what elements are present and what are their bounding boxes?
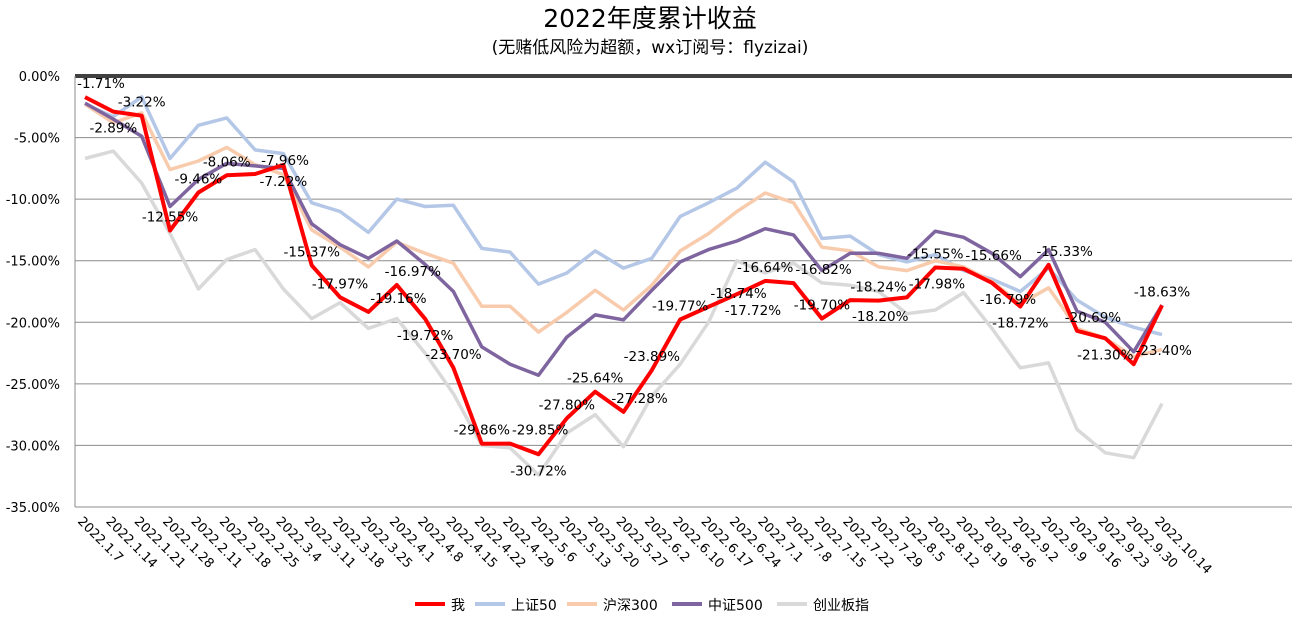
data-label: -17.98% <box>909 276 966 292</box>
data-label: -27.80% <box>539 397 596 413</box>
data-label: -9.46% <box>174 171 222 187</box>
data-label: -15.33% <box>1036 244 1093 260</box>
data-label: -19.72% <box>397 328 454 344</box>
data-label: -23.70% <box>425 347 482 363</box>
legend-label: 创业板指 <box>813 598 869 614</box>
data-label: -2.89% <box>89 121 137 137</box>
data-label: -19.16% <box>370 291 427 307</box>
chart-title: 2022年度累计收益 <box>543 4 757 33</box>
data-label: -15.37% <box>284 244 341 260</box>
data-label: -29.86% <box>454 423 511 439</box>
data-label: -18.63% <box>1134 284 1191 300</box>
data-label: -25.64% <box>567 371 624 387</box>
data-label: -23.40% <box>1135 343 1192 359</box>
y-tick-label: 0.00% <box>19 70 60 85</box>
data-label: -7.96% <box>261 153 309 169</box>
data-label: -16.64% <box>737 260 794 276</box>
data-label: -8.06% <box>203 154 251 170</box>
y-tick-label: -20.00% <box>6 316 60 331</box>
data-label: -12.55% <box>142 210 199 226</box>
series-line-4 <box>84 95 1164 457</box>
data-label: -7.22% <box>260 174 308 190</box>
y-axis-ticks: 0.00% -5.00% -10.00% -15.00% -20.00% -25.00% -… <box>6 70 60 516</box>
data-label: -1.71% <box>77 76 125 92</box>
y-tick-label: -35.00% <box>6 501 60 516</box>
data-label: -23.89% <box>624 349 681 365</box>
series-line-2 <box>84 149 1164 477</box>
y-tick-label: -25.00% <box>6 378 60 393</box>
data-label: -15.66% <box>965 248 1022 264</box>
data-label: -16.97% <box>385 264 442 280</box>
legend-label: 上证50 <box>511 598 557 614</box>
data-label: -3.22% <box>118 95 166 111</box>
data-label: -18.74% <box>710 286 767 302</box>
chart-subtitle: (无赌低风险为超额，wx订阅号：flyzizai) <box>492 38 809 58</box>
gridlines <box>74 74 1292 508</box>
data-label: -18.20% <box>852 309 909 325</box>
data-label: -18.72% <box>992 316 1049 332</box>
data-label: -30.72% <box>510 463 567 479</box>
legend-label: 沪深300 <box>603 598 658 614</box>
data-label: -18.24% <box>850 280 907 296</box>
series-lines <box>84 95 1164 477</box>
legend-label: 我 <box>451 598 465 614</box>
data-label: -17.97% <box>312 276 369 292</box>
series-line-3 <box>84 101 1164 377</box>
data-labels: -1.71% -2.89% -3.22% -12.55% -9.46%-8.06% -7.… <box>77 76 1192 479</box>
y-tick-label: -15.00% <box>6 255 60 270</box>
legend-label: 中证500 <box>708 598 763 614</box>
data-label: -20.69% <box>1065 310 1122 326</box>
x-axis-ticks: 2022.1.72022.1.142022.1.212022.1.282022.… <box>74 514 1214 577</box>
y-tick-label: -10.00% <box>6 193 60 208</box>
data-label: -21.30% <box>1077 347 1134 363</box>
data-label: -19.70% <box>794 298 851 314</box>
data-label: -15.55% <box>907 246 964 262</box>
y-tick-label: -30.00% <box>6 439 60 454</box>
data-label: -17.72% <box>725 303 782 319</box>
legend: 我 上证50 沪深300 中证500 创业板指 <box>415 598 869 614</box>
data-label: -27.28% <box>611 391 668 407</box>
data-label: -29.85% <box>512 423 569 439</box>
data-label: -19.77% <box>652 298 709 314</box>
data-label: -16.79% <box>980 292 1037 308</box>
data-label: -16.82% <box>795 262 852 278</box>
y-tick-label: -5.00% <box>14 132 60 147</box>
